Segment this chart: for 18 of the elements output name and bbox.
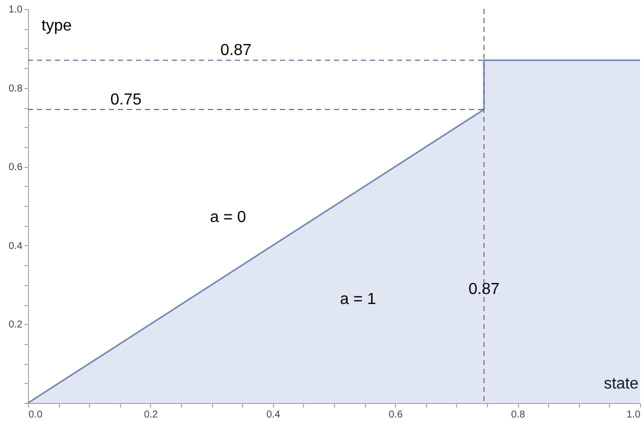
annotation: a = 1 bbox=[340, 291, 376, 308]
x-tick-label: 0.6 bbox=[388, 410, 404, 420]
x-tick-label: 0.2 bbox=[144, 410, 158, 420]
x-tick-label: 0.4 bbox=[266, 410, 281, 420]
y-axis-title: type bbox=[42, 18, 72, 34]
x-tick-label: 0.8 bbox=[511, 410, 526, 420]
annotation: a = 0 bbox=[210, 209, 246, 226]
y-tick-label: 0.2 bbox=[8, 320, 23, 331]
y-tick-label: 0.4 bbox=[8, 240, 23, 252]
annotation: 0.87 bbox=[468, 281, 500, 298]
y-tick-label: 1.0 bbox=[8, 4, 23, 16]
x-axis-title: state bbox=[604, 376, 639, 392]
y-tick-label: 0.8 bbox=[8, 83, 23, 94]
ref-line-label: 0.87 bbox=[220, 42, 252, 60]
x-tick-label: 0.0 bbox=[28, 410, 43, 420]
x-tick-label: 1.0 bbox=[626, 410, 641, 420]
y-tick-label: 0.6 bbox=[8, 162, 23, 174]
ref-line-label: 0.75 bbox=[110, 91, 142, 108]
